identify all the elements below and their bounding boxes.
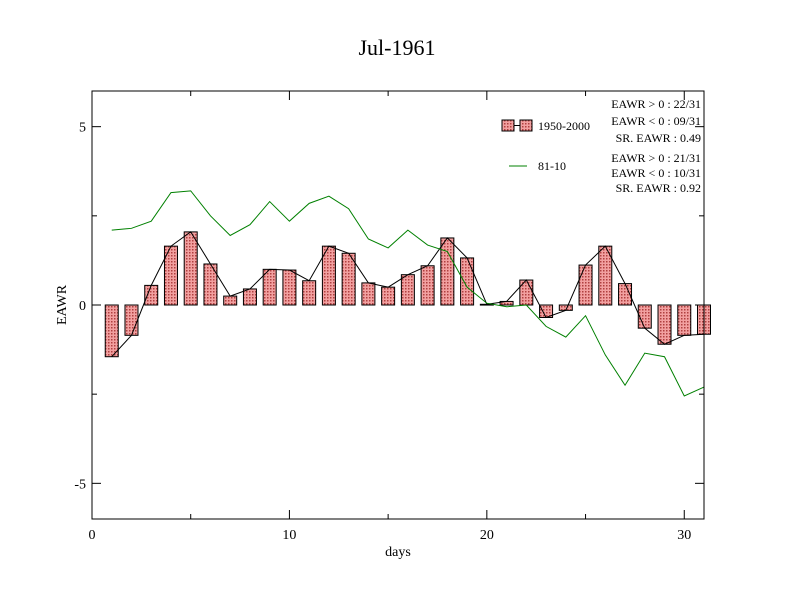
bar-1950-2000: [223, 295, 238, 306]
bar-1950-2000: [519, 279, 534, 306]
series-line-1950-2000: [111, 231, 705, 358]
legend-label-1950-2000: 1950-2000: [538, 119, 590, 133]
chart-title: Jul-1961: [359, 35, 436, 60]
bar-1950-2000: [242, 288, 257, 306]
bar-1950-2000: [302, 280, 317, 306]
bar-1950-2000: [104, 304, 119, 358]
legend-swatch-bar: [501, 119, 515, 132]
stats-text: EAWR < 0 : 10/31: [611, 166, 701, 180]
legend: 1950-2000 81-10 EAWR > 0 : 22/31 EAWR < 0 :…: [501, 97, 701, 195]
bar-1950-2000: [203, 263, 218, 306]
x-tick-label: 20: [480, 528, 494, 543]
bar-1950-2000: [440, 237, 455, 306]
x-tick-label: 0: [89, 528, 96, 543]
series-line-81-10: [111, 190, 705, 397]
bar-1950-2000: [282, 269, 297, 306]
bar-1950-2000: [262, 268, 277, 306]
y-tick-label: -5: [74, 477, 86, 492]
x-tick-label: 10: [282, 528, 296, 543]
stats-text: SR. EAWR : 0.92: [616, 181, 701, 195]
x-axis-label: days: [385, 545, 411, 560]
stats-text: EAWR > 0 : 21/31: [611, 151, 701, 165]
y-tick-label: 0: [79, 299, 86, 314]
bar-1950-2000: [578, 264, 593, 306]
bar-1950-2000: [637, 304, 652, 329]
bar-1950-2000: [400, 274, 415, 306]
bar-1950-2000: [677, 304, 692, 336]
bar-1950-2000: [144, 284, 159, 306]
bar-1950-2000: [183, 231, 198, 306]
x-tick-label: 30: [677, 528, 691, 543]
bar-1950-2000: [420, 265, 435, 306]
y-tick-label: 5: [79, 121, 86, 136]
bar-1950-2000: [361, 282, 376, 306]
bar-1950-2000: [657, 304, 672, 345]
bar-1950-2000: [124, 304, 139, 336]
bar-1950-2000: [381, 286, 396, 306]
y-axis-label: EAWR: [55, 284, 70, 325]
bar-1950-2000: [460, 257, 475, 306]
bar-1950-2000: [341, 252, 356, 306]
stats-text: EAWR > 0 : 22/31: [611, 97, 701, 111]
legend-label-81-10: 81-10: [538, 159, 566, 173]
stats-text: SR. EAWR : 0.49: [616, 131, 701, 145]
stats-text: EAWR < 0 : 09/31: [611, 114, 701, 128]
legend-swatch-bar: [519, 119, 533, 132]
